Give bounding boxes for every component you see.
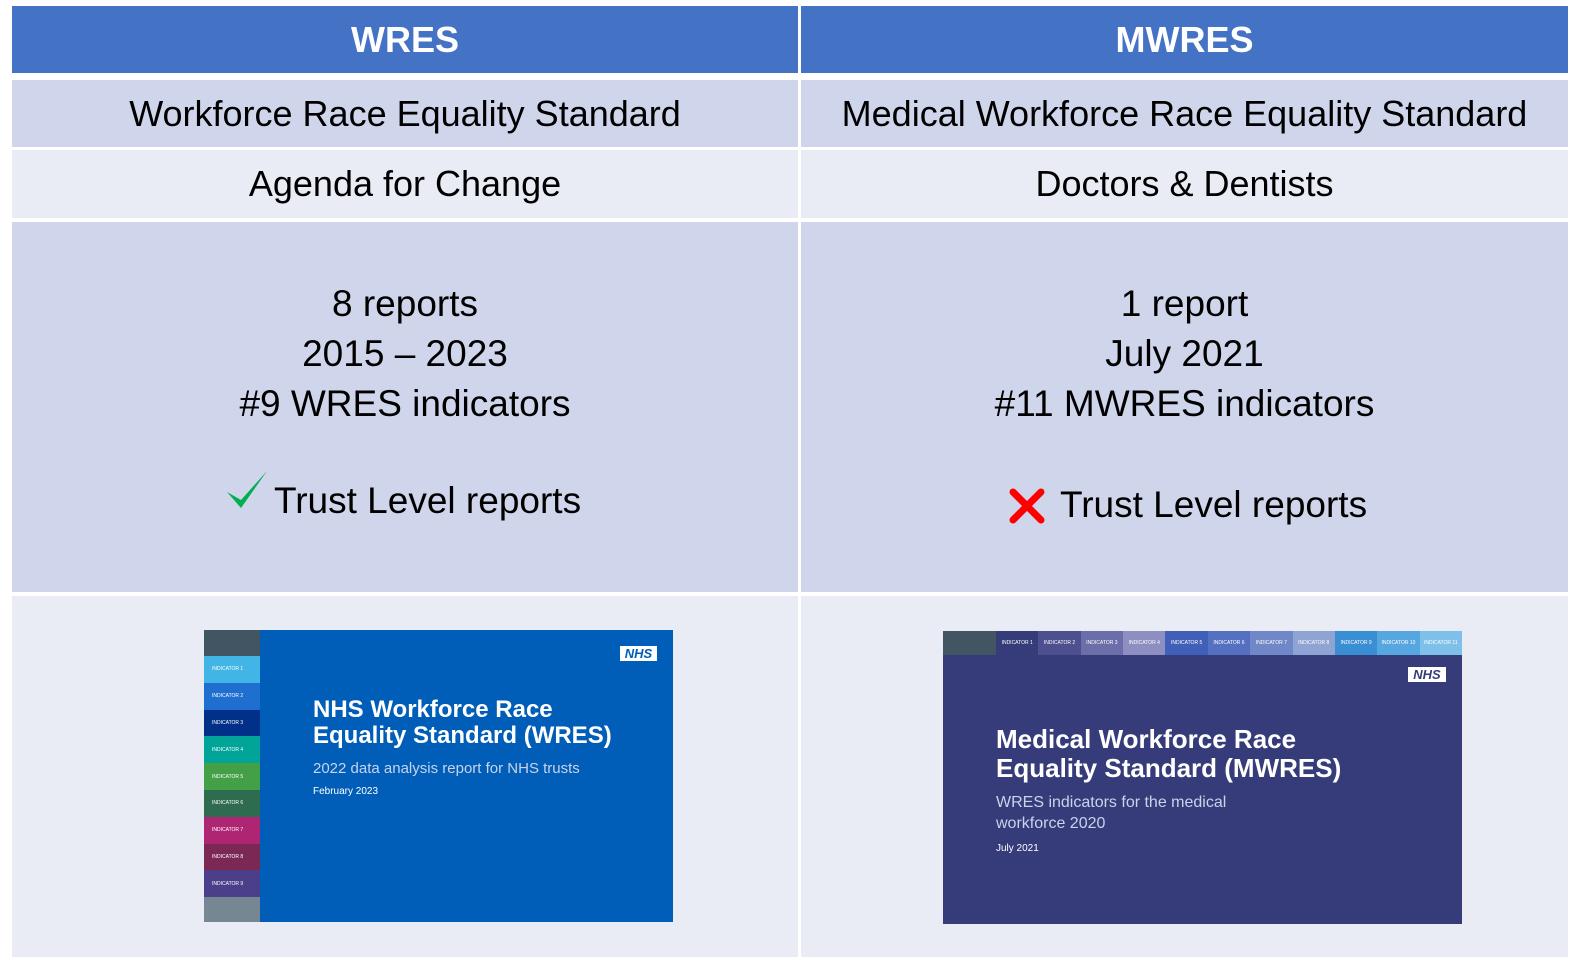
nhs-logo: NHS	[1408, 667, 1446, 682]
table-cell: Medical Workforce Race Equality Standard	[801, 80, 1568, 147]
indicator-tab: INDICATOR 9	[1334, 631, 1378, 655]
details-cell: 8 reports 2015 – 2023 #9 WRES indicators…	[12, 222, 798, 592]
cover-toolbar	[204, 630, 260, 656]
indicator-tab: INDICATOR 5	[1165, 631, 1208, 655]
detail-line: 2015 – 2023	[302, 333, 508, 374]
cross-mark	[1009, 488, 1045, 524]
table-cell: Doctors & Dentists	[801, 150, 1568, 218]
indicator-tab: INDICATOR 4	[204, 736, 260, 764]
indicator-tab: INDICATOR 1	[996, 631, 1039, 655]
detail-line: 1 report	[1120, 283, 1249, 324]
indicator-tab: INDICATOR 8	[204, 843, 260, 871]
detail-line: #11 MWRES indicators	[994, 383, 1375, 424]
trust-level: Trust Level reports	[1060, 484, 1368, 525]
check-icon	[227, 471, 267, 508]
cover-toolbar	[943, 631, 996, 655]
header-cell: WRES	[12, 6, 798, 73]
table-cell: Workforce Race Equality Standard	[12, 80, 798, 147]
cover-title: Medical Workforce Race	[996, 724, 1297, 754]
cover-footer	[204, 897, 260, 922]
details-cell: 1 report July 2021 #11 MWRES indicators …	[801, 222, 1568, 592]
indicator-tab: INDICATOR 3	[204, 709, 260, 737]
indicator-tab: INDICATOR 7	[1250, 631, 1293, 655]
indicator-tab: INDICATOR 8	[1292, 631, 1335, 655]
indicator-tab: INDICATOR 10	[1377, 631, 1420, 655]
indicator-tab: INDICATOR 6	[1207, 631, 1251, 655]
indicator-tab: INDICATOR 9	[204, 870, 260, 898]
indicator-tab: INDICATOR 3	[1080, 631, 1124, 655]
cover-subtitle: workforce 2020	[996, 815, 1106, 832]
cover-date: February 2023	[313, 786, 379, 797]
header-cell: MWRES	[801, 6, 1568, 73]
indicator-tab: INDICATOR 11	[1419, 631, 1462, 655]
indicator-tab: INDICATOR 4	[1123, 631, 1166, 655]
indicator-tab: INDICATOR 6	[204, 790, 260, 817]
report-cover: NHS NHS Workforce Race Equality Standard…	[204, 630, 673, 922]
detail-line: 8 reports	[331, 283, 478, 324]
nhs-logo: NHS	[620, 646, 657, 661]
cover-date: July 2021	[996, 843, 1039, 854]
detail-line: #9 WRES indicators	[239, 383, 571, 424]
report-cover: NHS Medical Workforce Race Equality Stan…	[943, 631, 1462, 924]
indicator-tab: INDICATOR 5	[204, 763, 260, 790]
cover-subtitle: 2022 data analysis report for NHS trusts	[313, 760, 580, 777]
indicator-tab: INDICATOR 1	[204, 656, 260, 683]
cross-icon	[1009, 488, 1045, 524]
cover-title: Equality Standard (MWRES)	[996, 753, 1342, 783]
cover-title: Equality Standard (WRES)	[313, 722, 612, 749]
check-mark	[227, 471, 267, 508]
cover-subtitle: WRES indicators for the medical	[996, 794, 1227, 811]
detail-line: July 2021	[1105, 333, 1264, 374]
indicator-tab: INDICATOR 2	[1038, 631, 1081, 655]
trust-level: Trust Level reports	[274, 480, 582, 521]
table-cell: Agenda for Change	[12, 150, 798, 218]
indicator-tab: INDICATOR 7	[204, 816, 260, 844]
cover-title: NHS Workforce Race	[313, 696, 553, 723]
indicator-tab: INDICATOR 2	[204, 682, 260, 710]
